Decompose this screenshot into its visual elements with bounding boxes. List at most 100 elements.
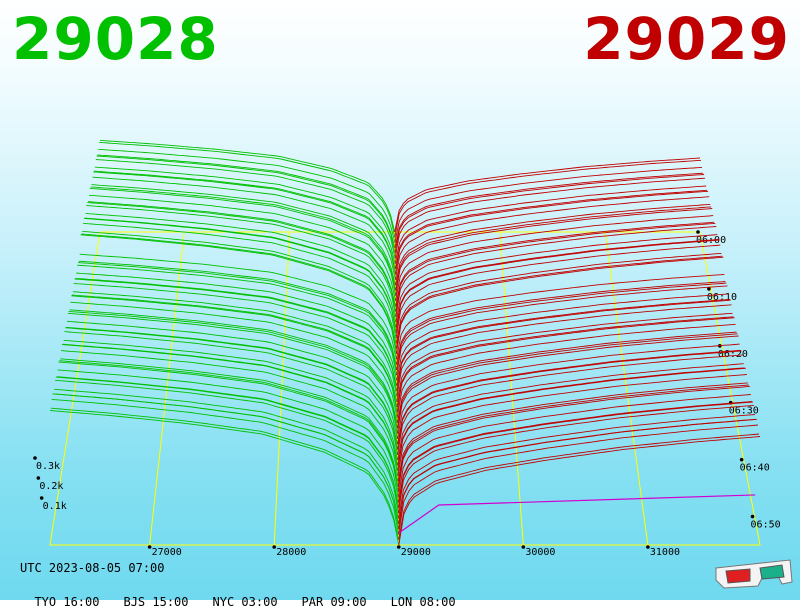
ask-depth-line — [395, 239, 720, 333]
bid-depth-line — [58, 361, 399, 492]
bid-depth-line — [59, 360, 399, 487]
bid-depth-line — [80, 234, 397, 355]
ask-depth-line — [397, 374, 747, 477]
bid-depth-line — [68, 310, 398, 429]
bid-depth-line — [90, 186, 396, 291]
bid-depth-line — [71, 294, 398, 408]
price-tick-dot — [646, 545, 650, 549]
bid-depth-line — [77, 264, 398, 376]
volume-tick-label: 0.3k — [36, 461, 60, 472]
volume-tick-dot — [36, 476, 41, 480]
bid-depth-line — [93, 171, 396, 275]
bid-depth-line — [83, 217, 397, 333]
bid-depth-line — [53, 393, 399, 524]
bid-depth-line — [82, 230, 397, 344]
ask-depth-line — [397, 414, 755, 519]
bid-depth-line — [94, 166, 396, 264]
ask-depth-line — [396, 293, 729, 381]
bid-depth-line — [99, 139, 396, 233]
price-tick-dot — [521, 545, 526, 549]
ask-depth-line — [395, 208, 713, 296]
ask-depth-line — [396, 298, 730, 386]
bid-depth-line — [77, 262, 397, 370]
ask-depth-line — [396, 323, 736, 418]
bid-depth-line — [96, 155, 396, 254]
volume-tick-dot — [39, 496, 44, 500]
price-gridline — [149, 231, 185, 546]
bid-depth-line — [64, 331, 399, 455]
ask-depth-line — [395, 215, 714, 302]
bid-depth-line — [51, 398, 400, 535]
bid-depth-line — [97, 154, 396, 249]
ask-depth-line — [398, 436, 761, 546]
zone-tyo: TYO 16:00 — [34, 595, 100, 609]
ask-depth-line — [397, 385, 750, 492]
price-tick-dot — [272, 545, 277, 549]
volume-tick-label: 0.1k — [43, 501, 67, 512]
bid-depth-line — [89, 187, 397, 296]
ask-depth-line — [395, 244, 721, 339]
bid-depth-line — [49, 410, 400, 546]
zone-par: PAR 09:00 — [301, 595, 367, 609]
ask-depth-line — [396, 299, 731, 392]
ask-depth-line — [394, 190, 709, 275]
bid-depth-line — [99, 141, 396, 238]
ask-depth-line — [398, 433, 760, 540]
bid-depth-line — [54, 388, 399, 519]
ask-depth-line — [396, 304, 732, 397]
ask-depth-line — [397, 384, 749, 487]
time-tick-label: 06:30 — [729, 406, 759, 417]
ask-depth-line — [394, 203, 711, 286]
price-tick-label: 30000 — [525, 547, 555, 558]
time-tick-label: 06:50 — [751, 520, 781, 531]
volume-tick-dot — [33, 456, 37, 460]
ask-depth-line — [394, 157, 701, 233]
time-tick-dot — [707, 287, 711, 291]
time-tick-label: 06:10 — [707, 292, 737, 303]
price-tick-label: 28000 — [276, 547, 306, 558]
ask-depth-line — [396, 312, 733, 402]
ask-depth-line — [398, 418, 756, 524]
timezone-bar: TYO 16:00 BJS 15:00 NYC 03:00 PAR 09:00 LON … — [20, 581, 480, 609]
bid-depth-line — [57, 369, 399, 498]
ask-depth-line — [396, 333, 738, 429]
bid-depth-line — [70, 301, 398, 418]
bid-depth-line — [88, 194, 397, 302]
price-tick-dot — [396, 545, 401, 549]
bid-depth-line — [60, 358, 399, 482]
bid-depth-line — [73, 282, 398, 397]
ask-depth-line — [394, 172, 704, 248]
bid-depth-line — [94, 170, 396, 270]
time-tick-dot — [750, 514, 755, 519]
ask-depth-line — [398, 424, 759, 535]
depth-curves — [49, 139, 761, 546]
ask-depth-line — [397, 401, 752, 503]
3d-glasses-icon[interactable] — [712, 556, 794, 592]
bid-depth-line — [91, 184, 396, 286]
ask-depth-line — [397, 367, 745, 466]
ask-depth-line — [397, 354, 743, 455]
bid-depth-line — [72, 291, 398, 402]
bid-depth-line — [69, 309, 398, 424]
bid-depth-line — [52, 393, 400, 530]
ask-depth-line — [396, 317, 735, 413]
bid-depth-line — [67, 312, 398, 434]
price-gridline — [499, 231, 524, 546]
ask-depth-line — [395, 255, 723, 349]
ask-depth-line — [398, 418, 757, 530]
price-gridline — [604, 231, 649, 546]
bid-depth-line — [81, 233, 397, 349]
bid-depth-line — [87, 202, 397, 312]
ask-depth-line — [394, 174, 705, 254]
time-tick-dot — [696, 230, 700, 234]
bid-depth-line — [92, 176, 396, 280]
ask-depth-line — [394, 196, 710, 280]
bid-depth-line — [83, 222, 397, 339]
price-tick-label: 27000 — [152, 547, 182, 558]
ask-depth-line — [395, 252, 722, 344]
bid-price: 29028 — [12, 5, 219, 73]
ask-depth-line — [397, 349, 741, 445]
ask-depth-line — [395, 239, 719, 328]
bid-depth-line — [79, 253, 397, 360]
